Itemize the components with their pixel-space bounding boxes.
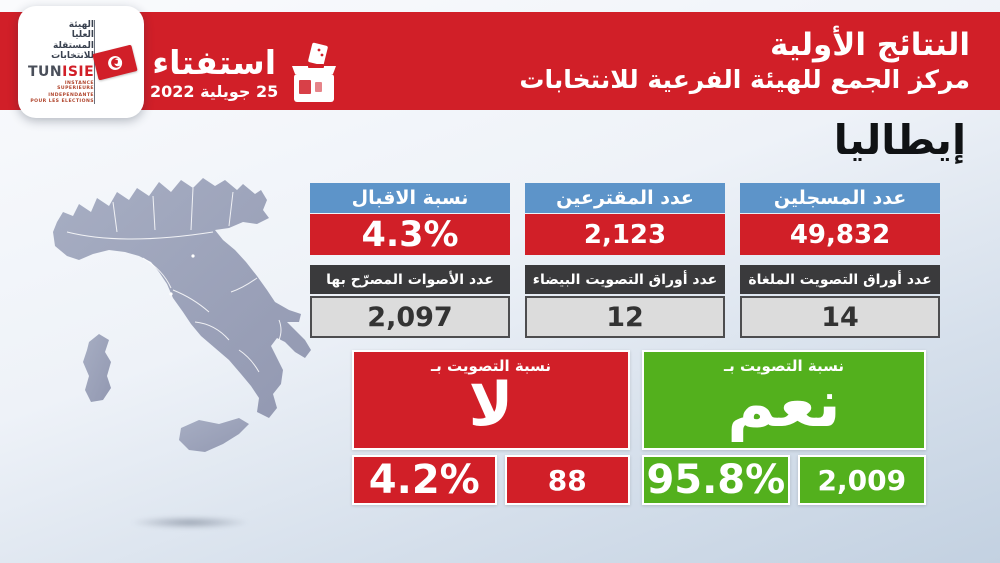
vote-no-header: نسبة التصويت بـ [431, 357, 551, 375]
referendum-date: 25 جويلية 2022 [150, 81, 279, 101]
vote-no-subrow: 4.2% 88 [352, 455, 630, 505]
isie-latin-suffix: ISIE [62, 63, 95, 80]
secondary-stats-row: عدد أوراق التصويت الملغاة 14 عدد أوراق ا… [310, 265, 940, 338]
ballot-box-icon [292, 42, 337, 102]
referendum-text: استفتاء 25 جويلية 2022 [150, 42, 279, 101]
isie-arabic-line-1: الهيئة [68, 19, 94, 30]
isie-arabic-line-3: المستقلة [53, 40, 94, 51]
page-title: النتائج الأولية [769, 27, 970, 63]
vote-no-count: 88 [547, 463, 587, 497]
vote-block-no: نسبة التصويت بـ لا 4.2% 88 [352, 350, 630, 505]
page-subtitle: مركز الجمع للهيئة الفرعية للانتخابات [519, 65, 970, 94]
vote-yes-word: نعم [727, 365, 841, 442]
stat-turnout-label: نسبة الاقبال [310, 183, 510, 213]
referendum-name: استفتاء [152, 42, 276, 82]
stat-registered-label: عدد المسجلين [740, 183, 940, 213]
italy-sicily [179, 418, 249, 452]
stat-turnout: نسبة الاقبال 4.3% [310, 183, 510, 255]
stat-valid-label: عدد الأصوات المصرّح بها [310, 265, 510, 294]
referendum-lockup: استفتاء 25 جويلية 2022 [150, 42, 342, 104]
isie-latin-name: TUNISIE [28, 64, 94, 80]
vote-block-yes: نسبة التصويت بـ نعم 95.8% 2,009 [642, 350, 926, 505]
isie-text-block: الهيئة العليا المستقلة للانتخابات TUNISI… [28, 20, 94, 105]
stat-registered: عدد المسجلين 49,832 [740, 183, 940, 255]
stat-voters-value: 2,123 [583, 219, 667, 250]
stat-voters-label: عدد المقترعين [525, 183, 725, 213]
isie-logo-card: الهيئة العليا المستقلة للانتخابات TUNISI… [18, 6, 144, 118]
stat-blank-value: 12 [606, 301, 644, 333]
isie-french-line-3: POUR LES ELECTIONS [30, 98, 94, 104]
stat-valid-value: 2,097 [367, 301, 453, 333]
vote-yes-count: 2,009 [817, 463, 907, 497]
map-shadow [130, 516, 250, 529]
stat-turnout-value: 4.3% [361, 214, 459, 255]
isie-arabic-line-2: العليا [71, 30, 94, 41]
primary-stats-row: عدد المسجلين 49,832 عدد المقترعين 2,123 … [310, 183, 940, 255]
stat-registered-value: 49,832 [789, 219, 891, 250]
flag-wrap [92, 44, 138, 80]
stat-cancelled-label: عدد أوراق التصويت الملغاة [740, 265, 940, 294]
tunisia-flag-icon [92, 44, 138, 80]
header-banner: النتائج الأولية مركز الجمع للهيئة الفرعي… [0, 12, 1000, 110]
vote-yes-percent: 95.8% [646, 457, 786, 503]
italy-map [53, 178, 311, 452]
vote-no-percent: 4.2% [368, 457, 480, 503]
vote-results: نسبة التصويت بـ نعم 95.8% 2,009 نسبة الت… [352, 350, 926, 505]
isie-french-line-2: INDEPENDANTE [48, 92, 94, 98]
italy-sardinia [83, 334, 111, 402]
stat-cancelled-value: 14 [821, 301, 859, 333]
stat-valid-votes: عدد الأصوات المصرّح بها 2,097 [310, 265, 510, 338]
stat-blank-label: عدد أوراق التصويت البيضاء [525, 265, 725, 294]
stat-cancelled-ballots: عدد أوراق التصويت الملغاة 14 [740, 265, 940, 338]
stat-blank-ballots: عدد أوراق التصويت البيضاء 12 [525, 265, 725, 338]
italy-mainland [53, 178, 311, 418]
vote-no-word: لا [468, 370, 514, 440]
country-title: إيطاليا [833, 116, 966, 164]
isie-arabic-line-4: للانتخابات [51, 51, 94, 62]
vote-yes-main: نسبة التصويت بـ نعم [642, 350, 926, 450]
vote-yes-subrow: 95.8% 2,009 [642, 455, 926, 505]
stat-voters: عدد المقترعين 2,123 [525, 183, 725, 255]
banner-titles: النتائج الأولية مركز الجمع للهيئة الفرعي… [519, 27, 970, 97]
vote-no-main: نسبة التصويت بـ لا [352, 350, 630, 450]
vote-yes-header: نسبة التصويت بـ [724, 357, 844, 375]
isie-french-line-1: INSTANCE SUPERIEURE [57, 80, 94, 92]
isie-latin-prefix: TUN [28, 63, 63, 80]
